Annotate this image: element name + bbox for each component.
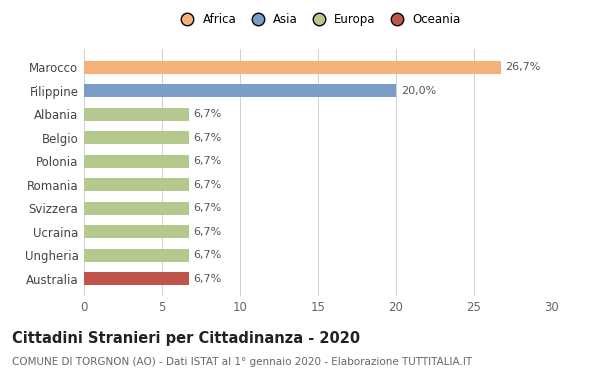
Text: 6,7%: 6,7% [193, 227, 221, 237]
Bar [84, 272, 188, 285]
Text: 6,7%: 6,7% [193, 274, 221, 284]
Text: 20,0%: 20,0% [401, 86, 436, 96]
Text: COMUNE DI TORGNON (AO) - Dati ISTAT al 1° gennaio 2020 - Elaborazione TUTTITALIA: COMUNE DI TORGNON (AO) - Dati ISTAT al 1… [12, 357, 472, 367]
Text: 6,7%: 6,7% [193, 156, 221, 166]
Bar [84, 202, 188, 215]
Bar [84, 178, 188, 191]
Text: 6,7%: 6,7% [193, 133, 221, 142]
Bar [84, 131, 188, 144]
Text: Cittadini Stranieri per Cittadinanza - 2020: Cittadini Stranieri per Cittadinanza - 2… [12, 331, 360, 345]
Text: 6,7%: 6,7% [193, 250, 221, 260]
Bar [84, 108, 188, 120]
Legend: Africa, Asia, Europa, Oceania: Africa, Asia, Europa, Oceania [173, 11, 463, 28]
Bar [84, 225, 188, 238]
Bar [84, 249, 188, 262]
Bar [84, 84, 396, 97]
Text: 6,7%: 6,7% [193, 180, 221, 190]
Text: 6,7%: 6,7% [193, 203, 221, 213]
Bar [84, 61, 500, 74]
Text: 26,7%: 26,7% [505, 62, 541, 72]
Text: 6,7%: 6,7% [193, 109, 221, 119]
Bar [84, 155, 188, 168]
